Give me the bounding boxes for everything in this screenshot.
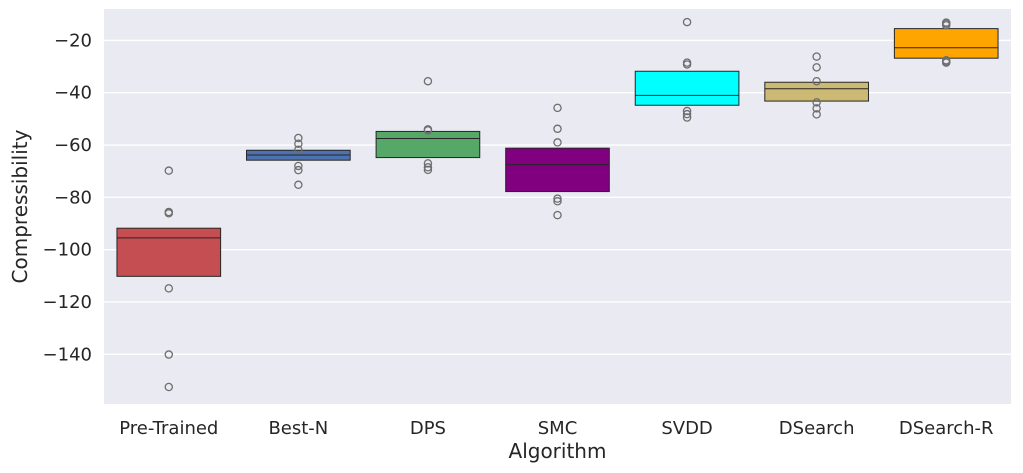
y-axis-label: Compressibility bbox=[8, 129, 32, 283]
outlier-point bbox=[812, 52, 821, 61]
box-group bbox=[764, 52, 869, 119]
outlier-point bbox=[682, 113, 692, 122]
outlier-point bbox=[553, 124, 562, 134]
x-tick-label: SVDD bbox=[661, 418, 712, 439]
box-group bbox=[634, 17, 740, 122]
outlier-point bbox=[294, 165, 303, 175]
outlier-point bbox=[553, 194, 562, 203]
outlier-point bbox=[553, 210, 562, 220]
outlier-point bbox=[682, 60, 692, 69]
outlier-point bbox=[164, 209, 174, 218]
box bbox=[505, 147, 610, 193]
y-tick-label: −80 bbox=[54, 187, 92, 208]
outlier-point bbox=[294, 161, 303, 171]
outlier-point bbox=[941, 20, 951, 30]
x-tick-label: DSearch-R bbox=[899, 418, 994, 439]
y-tick-label: −40 bbox=[54, 83, 92, 104]
outlier-point bbox=[682, 109, 692, 119]
x-tick-label: DPS bbox=[410, 418, 446, 439]
outlier-point bbox=[294, 145, 303, 154]
outlier-point bbox=[423, 159, 433, 168]
x-tick-label: DSearch bbox=[779, 418, 855, 439]
outlier-point bbox=[812, 98, 821, 107]
outlier-point bbox=[941, 58, 951, 67]
y-tick-label: −20 bbox=[54, 30, 92, 51]
outlier-point bbox=[682, 106, 692, 116]
x-tick-label: Best-N bbox=[268, 418, 328, 439]
box-series bbox=[116, 17, 999, 392]
box-group bbox=[375, 76, 481, 175]
outlier-point bbox=[682, 17, 692, 27]
outlier-point bbox=[164, 166, 174, 175]
box-group bbox=[246, 133, 351, 190]
outlier-point bbox=[553, 103, 562, 113]
outlier-point bbox=[164, 350, 174, 359]
outlier-point bbox=[553, 197, 562, 206]
outlier-point bbox=[294, 180, 303, 190]
x-axis-label: Algorithm bbox=[509, 439, 607, 463]
outlier-point bbox=[164, 284, 174, 293]
box-group bbox=[116, 166, 222, 392]
plot-area bbox=[104, 9, 1011, 404]
outlier-point bbox=[294, 133, 303, 143]
outlier-point bbox=[423, 126, 433, 135]
box bbox=[764, 81, 869, 102]
outlier-point bbox=[423, 165, 433, 175]
box-group bbox=[505, 103, 610, 220]
outlier-point bbox=[294, 139, 303, 148]
outlier-point bbox=[812, 63, 821, 72]
x-tick-label: Pre-Trained bbox=[119, 418, 218, 439]
box bbox=[375, 130, 481, 159]
grid-lines bbox=[104, 39, 1011, 355]
box bbox=[116, 227, 222, 277]
x-tick-label: SMC bbox=[538, 418, 578, 439]
box-group bbox=[893, 18, 999, 67]
outlier-point bbox=[812, 110, 821, 119]
outlier-point bbox=[812, 104, 821, 113]
outlier-point bbox=[812, 76, 821, 86]
outlier-point bbox=[423, 163, 433, 172]
y-tick-label: −100 bbox=[43, 240, 92, 261]
outlier-point bbox=[423, 76, 433, 86]
outlier-point bbox=[164, 382, 174, 392]
x-tick-labels: Pre-Trained Best-N DPS SMC SVDD DSearch DSearc… bbox=[119, 418, 993, 439]
box bbox=[893, 28, 999, 59]
y-tick-labels: −20 −40 −60 −80 −100 −120 −140 bbox=[43, 30, 92, 365]
box bbox=[634, 70, 740, 106]
outlier-point bbox=[553, 138, 562, 147]
y-tick-label: −60 bbox=[54, 135, 92, 156]
y-tick-label: −120 bbox=[43, 292, 92, 313]
y-tick-label: −140 bbox=[43, 344, 92, 365]
